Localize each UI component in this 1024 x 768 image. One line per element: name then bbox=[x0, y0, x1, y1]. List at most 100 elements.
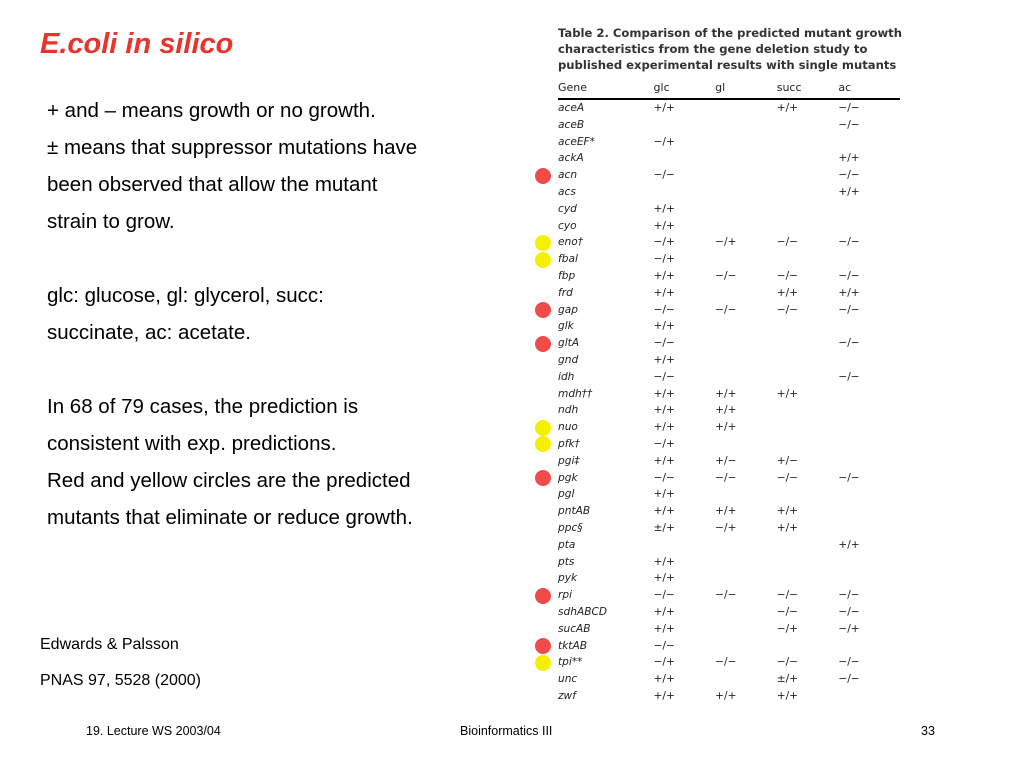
table-row: aceEF* −/+ bbox=[558, 134, 900, 151]
table-body: aceA +/+ +/+ −/− aceB −/− aceEF* −/+ ackA +/+ acn −… bbox=[558, 99, 900, 705]
table-row: pgl +/+ bbox=[558, 486, 900, 503]
growth-cell-succ: −/− bbox=[776, 605, 799, 618]
growth-cell-gl bbox=[715, 167, 777, 184]
table-row: ackA +/+ bbox=[558, 150, 900, 167]
table-row: idh −/− −/− bbox=[558, 369, 900, 386]
table-row: pta +/+ bbox=[558, 537, 900, 554]
growth-cell-glc: +/+ bbox=[653, 219, 675, 232]
gene-cell: cyd bbox=[558, 202, 577, 215]
growth-cell-gl: +/+ bbox=[715, 505, 737, 518]
growth-cell-ac: +/+ bbox=[838, 152, 860, 165]
growth-cell-succ bbox=[777, 638, 839, 655]
growth-cell-gl: +/+ bbox=[715, 421, 737, 434]
growth-cell-gl bbox=[715, 604, 777, 621]
growth-cell-ac bbox=[838, 134, 900, 151]
growth-cell-ac: −/+ bbox=[838, 622, 860, 635]
growth-cell-ac bbox=[838, 419, 900, 436]
red-circle-marker bbox=[535, 167, 551, 184]
growth-cell-gl bbox=[715, 621, 777, 638]
gene-cell: eno† bbox=[558, 236, 584, 249]
growth-cell-ac bbox=[838, 570, 900, 587]
growth-cell-gl bbox=[715, 335, 777, 352]
gene-cell: cyo bbox=[558, 219, 577, 232]
growth-cell-succ bbox=[777, 369, 839, 386]
growth-cell-succ: −/− bbox=[776, 589, 799, 602]
body-line: consistent with exp. predictions. bbox=[47, 432, 337, 455]
growth-cell-gl bbox=[715, 285, 777, 302]
gene-cell: pgl bbox=[558, 488, 575, 501]
table-row: ndh +/+ +/+ bbox=[558, 402, 900, 419]
table-row: zwf +/+ +/+ +/+ bbox=[558, 688, 900, 705]
growth-cell-succ bbox=[777, 184, 839, 201]
growth-cell-ac: −/− bbox=[838, 605, 860, 618]
growth-cell-ac: −/− bbox=[838, 169, 860, 182]
growth-cell-ac: −/− bbox=[838, 673, 860, 686]
body-line: glc: glucose, gl: glycerol, succ: bbox=[47, 284, 324, 307]
growth-cell-glc: +/+ bbox=[653, 572, 675, 585]
growth-cell-ac bbox=[838, 352, 900, 369]
growth-cell-succ: −/− bbox=[776, 269, 799, 282]
growth-cell-succ bbox=[777, 402, 839, 419]
growth-cell-glc: +/+ bbox=[653, 269, 675, 282]
growth-cell-gl bbox=[715, 318, 777, 335]
results-table-figure: Table 2. Comparison of the predicted mut… bbox=[558, 25, 918, 705]
growth-cell-succ bbox=[777, 352, 839, 369]
growth-cell-succ bbox=[777, 218, 839, 235]
growth-cell-ac bbox=[838, 201, 900, 218]
gene-cell: fbp bbox=[558, 269, 576, 282]
growth-cell-succ bbox=[777, 318, 839, 335]
growth-cell-succ: +/+ bbox=[776, 387, 799, 400]
red-circle-marker bbox=[535, 301, 551, 318]
growth-cell-gl bbox=[715, 134, 777, 151]
growth-cell-glc: +/+ bbox=[653, 421, 675, 434]
growth-cell-ac bbox=[838, 486, 900, 503]
column-header: Gene bbox=[558, 79, 654, 100]
growth-cell-ac: −/− bbox=[838, 102, 860, 114]
table-row: pgk −/− −/− −/− −/− bbox=[558, 470, 900, 487]
gene-cell: aceB bbox=[558, 118, 585, 131]
table-row: fbal −/+ bbox=[558, 251, 900, 268]
column-header: ac bbox=[838, 79, 900, 100]
growth-cell-gl: −/+ bbox=[715, 236, 737, 249]
growth-cell-succ: −/− bbox=[776, 236, 799, 249]
slide-body: + and – means growth or no growth. ± mean… bbox=[47, 92, 517, 536]
gene-cell: pntAB bbox=[558, 505, 591, 518]
table-row: aceB −/− bbox=[558, 117, 900, 134]
table-row: rpi −/− −/− −/− −/− bbox=[558, 587, 900, 604]
growth-cell-gl bbox=[715, 218, 777, 235]
growth-cell-succ: +/− bbox=[776, 454, 799, 467]
growth-cell-succ: −/− bbox=[776, 471, 799, 484]
gene-cell: sdhABCD bbox=[558, 605, 608, 618]
growth-cell-ac bbox=[838, 638, 900, 655]
growth-cell-ac: −/− bbox=[838, 337, 860, 350]
growth-cell-succ bbox=[777, 335, 839, 352]
table-row: pfk† −/+ bbox=[558, 436, 900, 453]
growth-cell-gl bbox=[715, 436, 777, 453]
growth-cell-ac: −/− bbox=[838, 236, 860, 249]
body-line: + and – means growth or no growth. bbox=[47, 99, 376, 122]
gene-cell: ppc§ bbox=[558, 521, 583, 534]
growth-cell-ac: −/− bbox=[838, 471, 860, 484]
growth-cell-succ: −/− bbox=[776, 656, 799, 669]
gene-cell: idh bbox=[558, 370, 575, 383]
growth-cell-succ: +/+ bbox=[776, 689, 799, 702]
growth-cell-succ bbox=[777, 570, 839, 587]
gene-cell: pfk† bbox=[558, 437, 580, 450]
body-line: succinate, ac: acetate. bbox=[47, 321, 251, 344]
body-line bbox=[47, 351, 517, 388]
growth-cell-gl: −/− bbox=[715, 303, 737, 316]
footer-page-number: 33 bbox=[921, 724, 935, 738]
growth-cell-succ bbox=[777, 486, 839, 503]
gene-cell: pta bbox=[558, 538, 576, 551]
growth-cell-glc: +/+ bbox=[653, 353, 675, 366]
table-row: mdh†† +/+ +/+ +/+ bbox=[558, 386, 900, 403]
growth-cell-gl: +/+ bbox=[715, 689, 737, 702]
growth-cell-glc: −/+ bbox=[653, 656, 675, 669]
growth-cell-glc: +/+ bbox=[653, 505, 675, 518]
table-header-row: Gene glc gl succ ac bbox=[558, 79, 900, 100]
slide-title: E.coli in silico bbox=[40, 28, 234, 60]
growth-cell-glc: −/− bbox=[653, 370, 675, 383]
growth-cell-gl bbox=[715, 99, 777, 117]
growth-cell-succ: −/− bbox=[776, 303, 799, 316]
growth-cell-ac: −/− bbox=[838, 656, 860, 669]
